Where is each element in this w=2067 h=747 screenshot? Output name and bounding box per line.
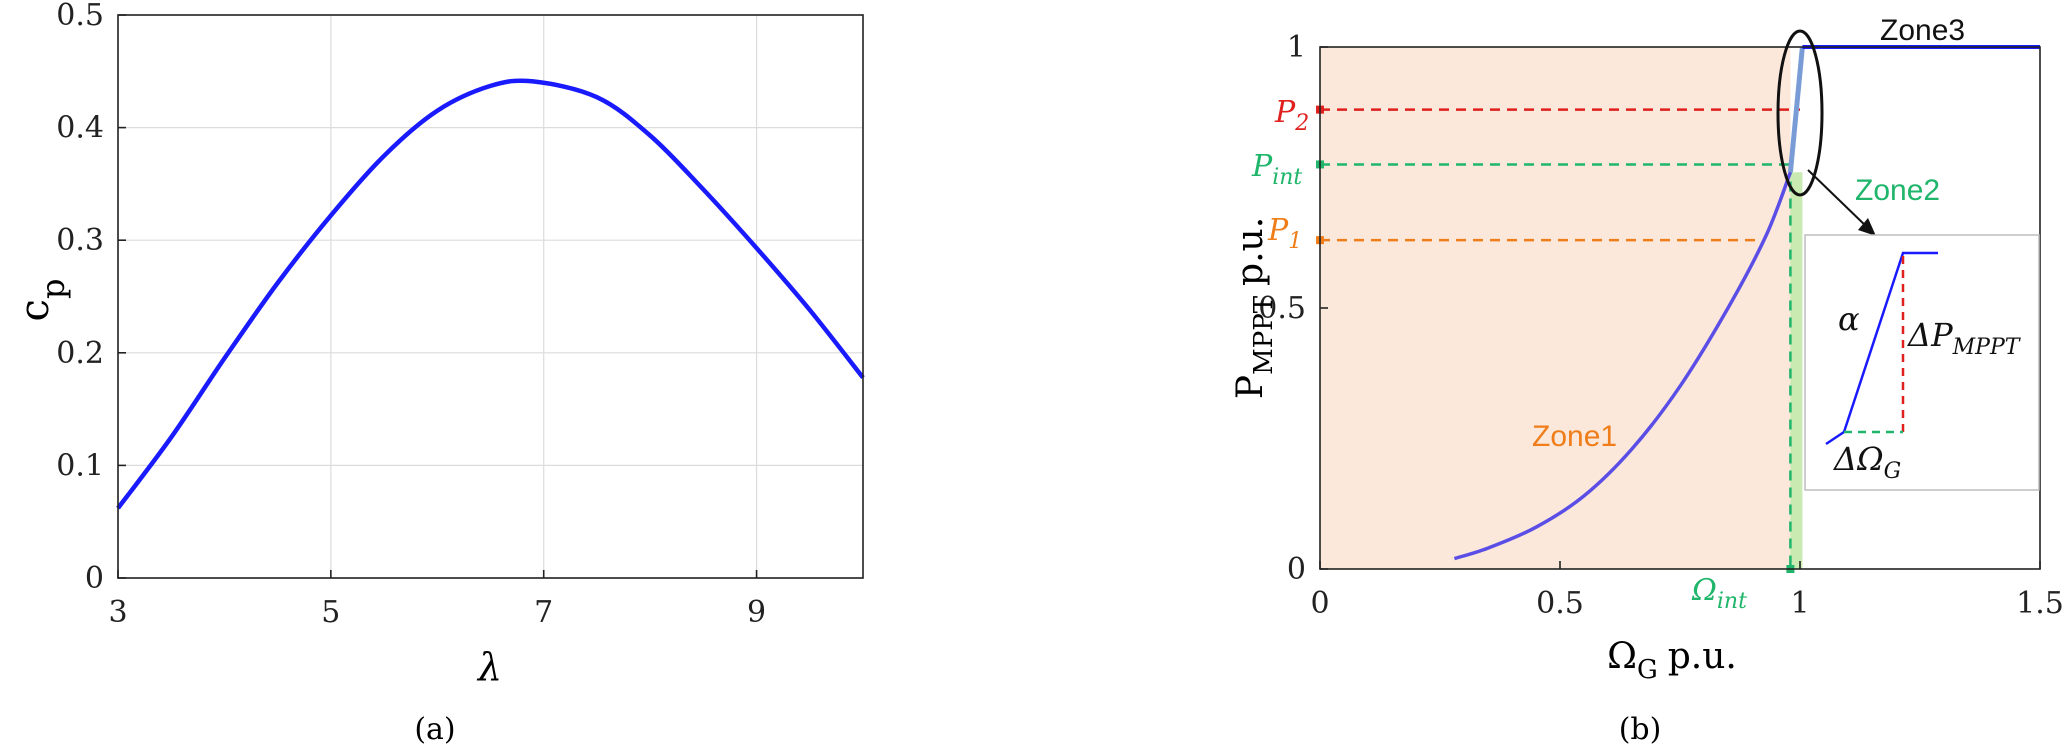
chart-a-y-label-sub: p <box>34 279 72 299</box>
chart-b-zone1-label: Zone1 <box>1532 420 1617 453</box>
chart-b-y-axis-label: PMPPTp.u. <box>1230 217 1279 399</box>
chart-b-inset-curve <box>1825 251 1938 446</box>
chart-b-omega-int-label: Ωint <box>1691 573 1747 614</box>
chart-a-panel-label: (a) <box>414 712 455 747</box>
chart-a-y-tick-label: 0.5 <box>56 0 104 33</box>
chart-b-y-tick-label: 0.5 <box>1258 291 1306 326</box>
chart-a-x-tick-label: 7 <box>534 595 553 630</box>
chart-a-x-axis-label: λ <box>476 645 502 689</box>
chart-b-callout-arrow-line <box>1807 169 1869 229</box>
chart-b-zone1-region <box>1320 47 1791 569</box>
chart-b-y-tick-label: 1 <box>1287 30 1306 65</box>
chart-a-y-axis-label: cp <box>12 279 72 322</box>
svg-text:PMPPTp.u.: PMPPTp.u. <box>1230 217 1279 399</box>
chart-b-p1-label: P1 <box>1267 213 1302 254</box>
chart-b-marker-labels: P2 Pint P1 Ωint <box>1251 95 1747 614</box>
chart-a-gridlines <box>117 14 863 579</box>
chart-b-x-tick-label: 0 <box>1310 586 1329 621</box>
chart-b-callout-arrowhead <box>1858 218 1876 236</box>
chart-b-x-tick-label: 0.5 <box>1536 586 1584 621</box>
chart-a-y-tick-label: 0 <box>85 561 104 596</box>
chart-a-series-line <box>116 78 865 510</box>
chart-b-pint-label: Pint <box>1251 149 1302 190</box>
chart-a-ticks: 3 5 7 9 0 0.1 0.2 0.3 0.4 0.5 <box>56 0 766 630</box>
chart-b-x-tick-label: 1.5 <box>2016 586 2064 621</box>
chart-a-x-tick-label: 3 <box>108 595 127 630</box>
chart-b-y-tick-label: 0 <box>1287 552 1306 587</box>
chart-b-panel-label: (b) <box>1619 712 1662 747</box>
chart-a-y-tick-label: 0.3 <box>56 223 104 258</box>
chart-b-inset: α ΔPMPPT ΔΩG <box>1804 234 2040 491</box>
svg-text:cp: cp <box>12 279 72 322</box>
chart-b-zone3-label: Zone3 <box>1880 14 1965 47</box>
chart-b: 0 0.5 1 1.5 0 0.5 1 Zone1 Zone2 Zone3 P2 Pint … <box>1230 14 2064 747</box>
chart-a-y-tick-label: 0.2 <box>56 336 104 371</box>
chart-b-series-zone1-curve <box>1453 171 1793 561</box>
chart-a-x-tick-label: 5 <box>321 595 340 630</box>
chart-a-plot-frame <box>117 14 864 579</box>
chart-b-inset-alpha-label: α <box>1838 300 1860 338</box>
chart-b-x-axis-label: ΩG p.u. <box>1607 636 1737 685</box>
chart-b-x-tick-label: 1 <box>1790 586 1809 621</box>
chart-b-inset-frame <box>1804 234 2040 491</box>
chart-b-zone2-highlight-ellipse <box>1776 29 1824 197</box>
chart-a-x-tick-label: 9 <box>747 595 766 630</box>
chart-a: 3 5 7 9 0 0.1 0.2 0.3 0.4 0.5 λ cp (a) <box>12 0 865 747</box>
chart-a-y-tick-label: 0.1 <box>56 448 104 483</box>
chart-b-zone2-label: Zone2 <box>1855 174 1940 207</box>
chart-b-inset-delta-omega-label: ΔΩG <box>1832 440 1901 484</box>
chart-b-p2-label: P2 <box>1274 95 1309 136</box>
chart-a-y-label-main: c <box>12 299 58 321</box>
chart-b-ticks: 0 0.5 1 1.5 0 0.5 1 <box>1258 30 2064 621</box>
chart-b-inset-delta-p-label: ΔPMPPT <box>1906 316 2022 360</box>
chart-b-zone2-region <box>1790 172 1803 569</box>
chart-b-series-zone2-line <box>1787 46 1805 173</box>
chart-a-y-tick-label: 0.4 <box>56 111 104 146</box>
